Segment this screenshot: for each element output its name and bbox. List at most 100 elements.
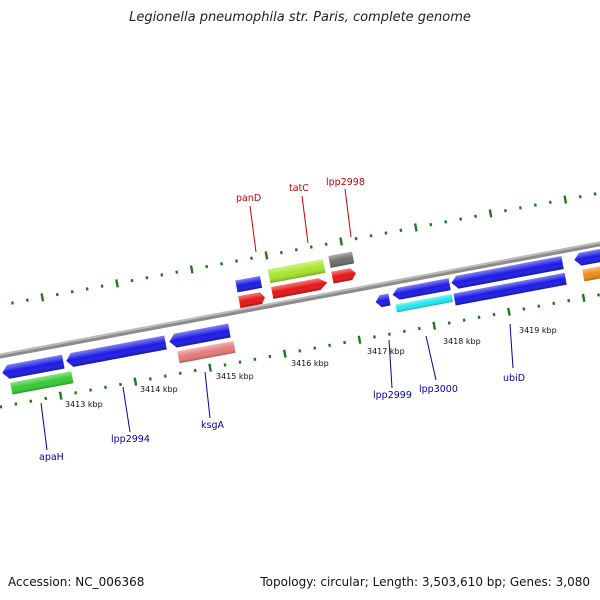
leader-line-tatc xyxy=(301,195,309,244)
tick-mark-bottom xyxy=(567,298,571,303)
tick-mark-top xyxy=(413,223,418,232)
tick-mark-top xyxy=(474,214,478,218)
kbp-label-3417: 3417 kbp xyxy=(367,347,405,356)
tick-mark-top xyxy=(324,242,328,246)
gene-label-lpp3000[interactable]: lpp3000 xyxy=(419,384,458,395)
tick-mark-top xyxy=(130,278,134,283)
scale-labels: 3413 kbp 3414 kbp 3415 kbp 3416 kbp 3417… xyxy=(65,326,557,409)
tick-mark-bottom xyxy=(223,363,227,367)
tick-mark-bottom xyxy=(581,293,586,302)
tick-mark-bottom xyxy=(417,326,421,331)
tick-mark-bottom xyxy=(522,307,526,311)
tick-mark-top xyxy=(10,301,14,305)
backbone-highlight xyxy=(0,236,600,361)
tick-mark-bottom xyxy=(537,304,541,308)
tick-mark-top xyxy=(160,273,164,277)
kbp-label-3415: 3415 kbp xyxy=(216,372,254,381)
tick-mark-bottom xyxy=(462,318,466,322)
kbp-label-3413: 3413 kbp xyxy=(65,400,103,409)
leader-line-lpp2994 xyxy=(122,386,131,433)
tick-mark-bottom xyxy=(29,399,33,403)
gene-label-lpp2998[interactable]: lpp2998 xyxy=(326,177,365,188)
tick-mark-top xyxy=(25,298,29,302)
gene-label-pand[interactable]: panD xyxy=(236,193,261,204)
tick-mark-top xyxy=(145,276,149,280)
bottom-gene-labels: apaH lpp2994 ksgA lpp2999 lpp3000 ubiD xyxy=(39,323,525,463)
gene-label-lpp2994[interactable]: lpp2994 xyxy=(111,434,150,445)
tick-mark-top xyxy=(339,237,344,246)
tick-mark-bottom xyxy=(208,363,213,372)
kbp-label-3414: 3414 kbp xyxy=(140,385,178,394)
gene-label-lpp2999[interactable]: lpp2999 xyxy=(373,390,412,401)
gene-shine-overlay xyxy=(2,244,600,395)
tick-mark-top xyxy=(563,195,568,204)
tick-mark-top xyxy=(235,259,238,263)
tick-mark-bottom xyxy=(253,357,257,361)
tick-row-bottom xyxy=(0,293,600,409)
tick-mark-top xyxy=(488,209,493,218)
tick-mark-bottom xyxy=(119,382,122,387)
leader-line-ksga xyxy=(204,371,211,419)
tick-mark-bottom xyxy=(507,307,511,316)
gene-label-tatc[interactable]: tatC xyxy=(289,183,309,194)
tick-mark-top xyxy=(384,231,388,235)
tick-mark-bottom xyxy=(44,396,48,401)
tick-mark-top xyxy=(504,208,507,213)
tick-mark-bottom xyxy=(298,349,302,353)
tick-mark-bottom xyxy=(14,402,18,406)
tick-mark-bottom xyxy=(432,321,437,330)
kbp-label-3416: 3416 kbp xyxy=(291,359,329,368)
leader-line-lpp2999 xyxy=(388,339,393,389)
tick-mark-top xyxy=(250,256,253,260)
tick-mark-bottom xyxy=(193,368,197,373)
tick-mark-top xyxy=(115,279,119,288)
tick-mark-bottom xyxy=(178,371,182,375)
leader-line-lpp3000 xyxy=(425,335,437,381)
tick-mark-bottom xyxy=(282,349,287,358)
tick-mark-top xyxy=(294,248,298,252)
kbp-label-3418: 3418 kbp xyxy=(443,337,481,346)
tick-mark-top xyxy=(100,284,104,288)
genome-backbone xyxy=(0,236,600,364)
tick-row-top xyxy=(10,192,597,305)
tick-mark-bottom xyxy=(402,329,406,334)
tick-mark-top xyxy=(548,200,552,204)
tick-mark-bottom xyxy=(477,315,481,320)
tick-mark-bottom xyxy=(104,385,107,389)
accession-text: Accession: NC_006368 xyxy=(8,575,145,589)
tick-mark-bottom xyxy=(328,343,332,348)
gene-label-ubid[interactable]: ubiD xyxy=(503,373,525,384)
tick-mark-bottom xyxy=(148,377,152,381)
leader-line-pand xyxy=(249,205,257,253)
tick-mark-bottom xyxy=(447,321,451,325)
tick-mark-top xyxy=(578,195,582,199)
gene-label-apah[interactable]: apaH xyxy=(39,452,64,463)
leader-line-lpp2998 xyxy=(344,188,352,238)
leader-line-apah xyxy=(40,402,48,451)
tick-mark-top xyxy=(55,292,59,297)
tick-mark-bottom xyxy=(0,405,3,409)
leader-line-ubid xyxy=(509,323,514,369)
kbp-label-3419: 3419 kbp xyxy=(519,326,557,335)
genome-title: Legionella pneumophila str. Paris, compl… xyxy=(129,10,471,25)
tick-mark-top xyxy=(533,203,537,207)
tick-mark-bottom xyxy=(238,360,242,364)
map-rotation xyxy=(0,192,600,409)
tick-mark-bottom xyxy=(74,391,78,395)
tick-mark-top xyxy=(309,245,313,249)
tick-mark-top xyxy=(205,264,209,269)
tick-mark-top xyxy=(369,234,373,238)
tick-mark-top xyxy=(85,287,89,291)
tick-mark-top xyxy=(399,228,403,232)
tick-mark-top xyxy=(354,236,358,241)
tick-mark-top xyxy=(518,206,522,210)
tick-mark-bottom xyxy=(597,293,600,297)
tick-mark-bottom xyxy=(313,346,317,350)
tick-mark-top xyxy=(444,220,448,224)
tick-mark-bottom xyxy=(387,332,391,336)
tick-mark-top xyxy=(279,250,283,255)
gene-label-ksga[interactable]: ksgA xyxy=(201,420,224,431)
tick-mark-bottom xyxy=(373,335,376,339)
tick-mark-bottom xyxy=(89,388,93,392)
tick-mark-bottom xyxy=(343,340,347,345)
